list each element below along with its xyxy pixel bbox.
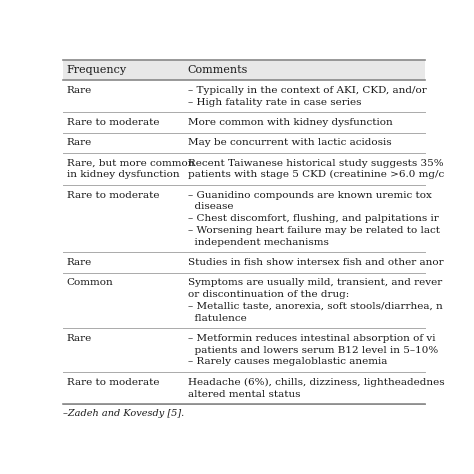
Text: – Worsening heart failure may be related to lact: – Worsening heart failure may be related… [188, 226, 440, 235]
Bar [63, 328, 425, 372]
Text: – High fatality rate in case series: – High fatality rate in case series [188, 98, 361, 107]
Text: Rare to moderate: Rare to moderate [66, 118, 159, 127]
Bar [63, 80, 425, 112]
Text: or discontinuation of the drug:: or discontinuation of the drug: [188, 290, 349, 299]
Bar [63, 372, 425, 404]
Text: Frequency: Frequency [66, 65, 127, 75]
Text: – Metallic taste, anorexia, soft stools/diarrhea, n: – Metallic taste, anorexia, soft stools/… [188, 302, 443, 311]
Text: Common: Common [66, 278, 113, 287]
Bar [63, 273, 425, 328]
Text: Rare: Rare [66, 86, 92, 95]
Text: Rare to moderate: Rare to moderate [66, 378, 159, 387]
Text: Rare: Rare [66, 138, 92, 147]
Text: patients with stage 5 CKD (creatinine >6.0 mg/c: patients with stage 5 CKD (creatinine >6… [188, 170, 444, 179]
Bar [63, 133, 425, 153]
Text: – Rarely causes megaloblastic anemia: – Rarely causes megaloblastic anemia [188, 357, 387, 366]
Bar [63, 112, 425, 133]
Text: in kidney dysfunction: in kidney dysfunction [66, 170, 179, 179]
Bar [63, 153, 425, 185]
Text: Comments: Comments [188, 65, 248, 75]
Text: flatulence: flatulence [188, 314, 246, 323]
Text: Headache (6%), chills, dizziness, lightheadednes: Headache (6%), chills, dizziness, lighth… [188, 378, 445, 387]
Text: Studies in fish show intersex fish and other anor: Studies in fish show intersex fish and o… [188, 258, 444, 267]
Text: – Guanidino compounds are known uremic tox: – Guanidino compounds are known uremic t… [188, 191, 432, 200]
Text: – Typically in the context of AKI, CKD, and/or: – Typically in the context of AKI, CKD, … [188, 86, 427, 95]
Bar [63, 252, 425, 273]
Text: May be concurrent with lactic acidosis: May be concurrent with lactic acidosis [188, 138, 392, 147]
Text: More common with kidney dysfunction: More common with kidney dysfunction [188, 118, 392, 127]
Text: Symptoms are usually mild, transient, and rever: Symptoms are usually mild, transient, an… [188, 278, 442, 287]
Text: altered mental status: altered mental status [188, 390, 301, 399]
Text: Recent Taiwanese historical study suggests 35%: Recent Taiwanese historical study sugges… [188, 158, 444, 167]
Bar [63, 185, 425, 252]
Text: Rare: Rare [66, 334, 92, 343]
Text: independent mechanisms: independent mechanisms [188, 237, 328, 246]
Text: Rare: Rare [66, 258, 92, 267]
Text: patients and lowers serum B12 level in 5–10%: patients and lowers serum B12 level in 5… [188, 346, 438, 355]
Text: – Metformin reduces intestinal absorption of vi: – Metformin reduces intestinal absorptio… [188, 334, 435, 343]
Text: – Chest discomfort, flushing, and palpitations ir: – Chest discomfort, flushing, and palpit… [188, 214, 438, 223]
Text: disease: disease [188, 202, 233, 211]
Text: –Zadeh and Kovesdy [5].: –Zadeh and Kovesdy [5]. [63, 409, 184, 418]
Text: Rare, but more common: Rare, but more common [66, 158, 194, 167]
Text: Rare to moderate: Rare to moderate [66, 191, 159, 200]
Bar [63, 60, 425, 80]
